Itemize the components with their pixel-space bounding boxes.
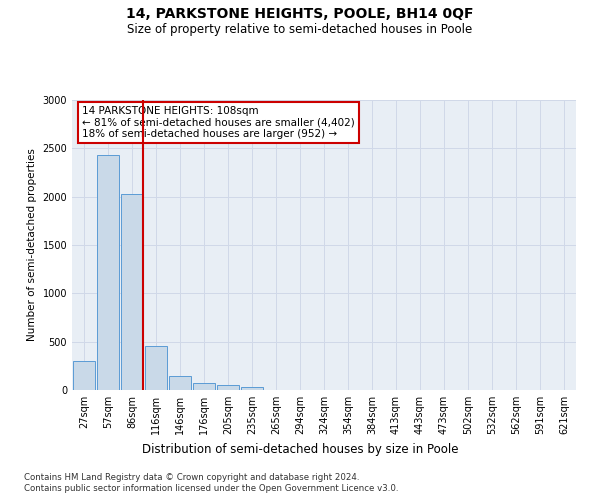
Text: 14 PARKSTONE HEIGHTS: 108sqm
← 81% of semi-detached houses are smaller (4,402)
1: 14 PARKSTONE HEIGHTS: 108sqm ← 81% of se… xyxy=(82,106,355,139)
Bar xyxy=(241,387,263,390)
Bar xyxy=(193,383,215,390)
Bar xyxy=(169,376,191,390)
Text: Contains HM Land Registry data © Crown copyright and database right 2024.: Contains HM Land Registry data © Crown c… xyxy=(24,472,359,482)
Bar xyxy=(217,385,239,390)
Text: 14, PARKSTONE HEIGHTS, POOLE, BH14 0QF: 14, PARKSTONE HEIGHTS, POOLE, BH14 0QF xyxy=(126,8,474,22)
Y-axis label: Number of semi-detached properties: Number of semi-detached properties xyxy=(27,148,37,342)
Text: Distribution of semi-detached houses by size in Poole: Distribution of semi-detached houses by … xyxy=(142,442,458,456)
Bar xyxy=(73,361,95,390)
Bar xyxy=(97,155,119,390)
Text: Size of property relative to semi-detached houses in Poole: Size of property relative to semi-detach… xyxy=(127,22,473,36)
Text: Contains public sector information licensed under the Open Government Licence v3: Contains public sector information licen… xyxy=(24,484,398,493)
Bar xyxy=(145,346,167,390)
Bar xyxy=(121,194,143,390)
